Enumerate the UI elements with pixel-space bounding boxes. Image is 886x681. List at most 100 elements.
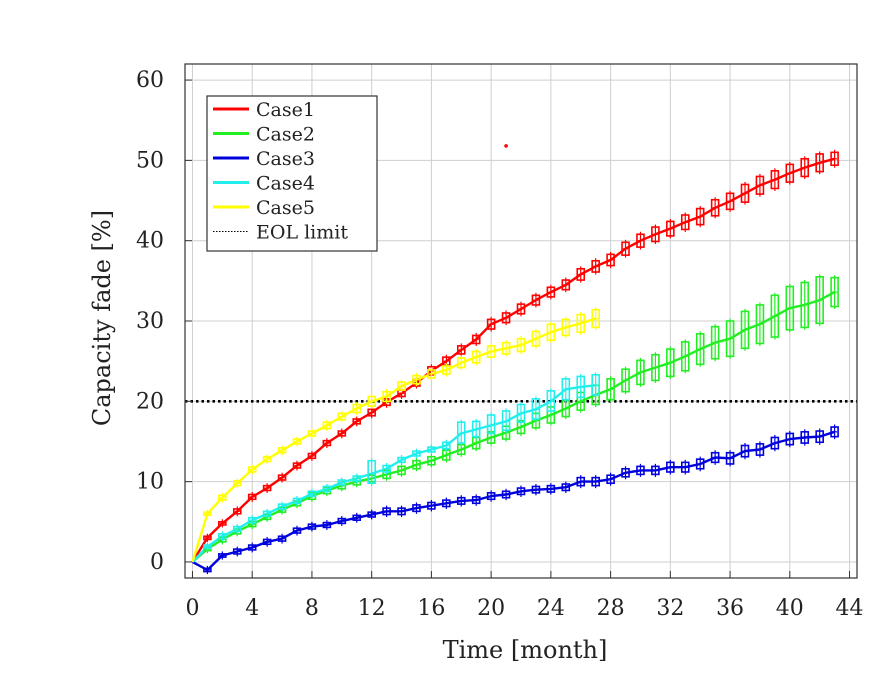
case4-box-point [456, 419, 466, 446]
case3-box [785, 432, 795, 446]
case4-box [561, 378, 571, 401]
case1-box-point [710, 197, 720, 219]
case2-box-point [830, 275, 839, 310]
case4-box-point [516, 402, 526, 425]
case4-box-point [337, 477, 347, 488]
case1-box-point [666, 218, 675, 239]
case1-box-point [561, 277, 571, 293]
case3-box [546, 484, 556, 493]
case3-box-point [815, 428, 824, 445]
case5-box [232, 480, 242, 487]
case3-box-point [621, 466, 630, 480]
case3-box-point [531, 483, 541, 496]
case1-box-point [755, 173, 765, 197]
case3-box [651, 465, 660, 476]
case5-box [516, 337, 526, 353]
case1-box [740, 183, 750, 203]
case4-box-point [561, 376, 571, 403]
case3-box-point [591, 475, 600, 489]
case1-box-point [456, 343, 466, 357]
case4-box [337, 479, 347, 486]
case1-box [755, 175, 765, 195]
case5-box-point [531, 328, 541, 349]
case4-box [546, 390, 556, 412]
case2-box [740, 310, 750, 350]
case4-box-point [546, 388, 556, 414]
case2-box-point [725, 318, 735, 359]
case1-box [710, 198, 720, 217]
case2-box [815, 276, 824, 325]
case1-box [591, 259, 600, 273]
case2-box [397, 465, 406, 476]
case1-box-point [576, 266, 586, 283]
case5-box [501, 341, 511, 355]
case5-box-point [412, 373, 421, 387]
case4-box-point [427, 444, 436, 455]
case1-box-point [651, 224, 660, 244]
case2-box-point [695, 331, 705, 367]
case1-box [725, 192, 735, 211]
case3-box-point [397, 505, 406, 518]
case1-box-point [591, 258, 600, 275]
case2-box [800, 281, 810, 329]
legend-label: Case4 [256, 173, 315, 195]
grid-layer [185, 64, 857, 578]
case5-box [486, 345, 496, 358]
case4-box-point [247, 515, 257, 526]
case3-box [382, 507, 391, 516]
case1-box-point [770, 168, 780, 191]
outlier-layer [504, 144, 508, 148]
case1-box [651, 226, 660, 243]
case5-box-point [218, 492, 227, 503]
case1-box [307, 452, 317, 460]
case3-box [830, 426, 839, 438]
case4-box [322, 485, 332, 493]
case1-box [471, 334, 481, 345]
x-tick-label: 36 [716, 596, 744, 621]
case1-box [277, 474, 287, 481]
case1-box [486, 318, 496, 330]
case2-box-point [785, 283, 795, 333]
case3-box-point [606, 472, 615, 486]
case1-box [561, 279, 571, 291]
case3-box [531, 485, 541, 494]
case3-box [636, 465, 645, 476]
case2-box-point [621, 366, 630, 395]
case3-box-point [830, 424, 839, 440]
case5-box [427, 369, 436, 379]
case1-box-point [815, 151, 824, 175]
outlier-point [504, 144, 508, 148]
case1-box-point [636, 231, 645, 250]
case5-box-point [591, 307, 600, 330]
legend-label: Case1 [256, 99, 315, 121]
case1-box [531, 294, 541, 306]
case3-box-point [337, 516, 347, 526]
case3-box-point [561, 481, 571, 493]
case2-box [710, 325, 720, 360]
case2-box [785, 285, 795, 331]
case5-box [471, 350, 481, 364]
case4-box [456, 421, 466, 444]
case2-box [412, 459, 421, 470]
case1-box [800, 157, 810, 178]
case5-box-point [367, 393, 376, 409]
case4-box-point [471, 418, 481, 440]
case5-box [591, 308, 600, 329]
case1-box [785, 163, 795, 183]
case5-box [397, 381, 406, 391]
case4-box [471, 420, 481, 438]
case1-box-point [830, 149, 839, 168]
case2-box [651, 353, 660, 382]
case4-box [307, 490, 317, 497]
case3-box [277, 535, 287, 542]
case4-box-point [352, 473, 362, 484]
case1-box [621, 241, 630, 256]
y-tick-label: 40 [136, 229, 164, 254]
case3-box-point [695, 456, 705, 472]
case5-box [367, 395, 376, 407]
case5-box [382, 390, 391, 403]
series-layer [191, 157, 836, 572]
